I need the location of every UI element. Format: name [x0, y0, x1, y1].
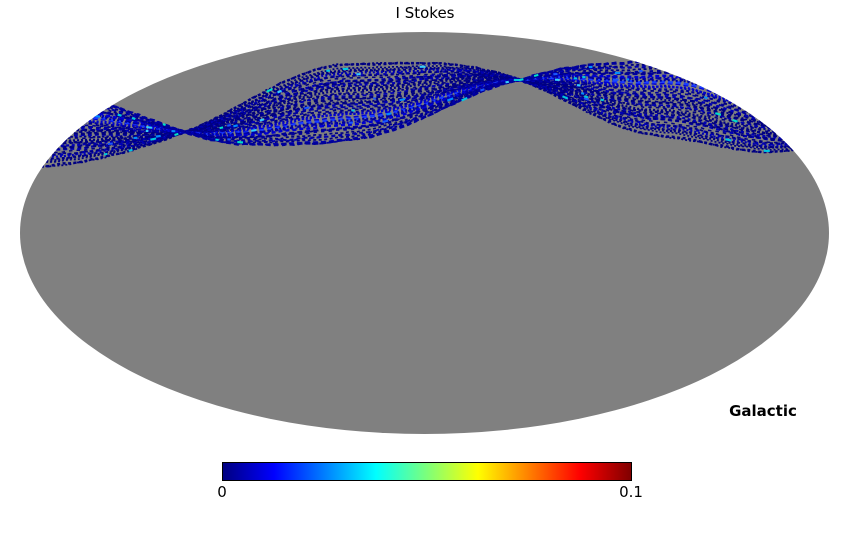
colorbar-gradient — [222, 462, 632, 481]
coordinate-system-label: Galactic — [729, 402, 797, 420]
plot-title: I Stokes — [395, 4, 455, 22]
colorbar-max-tick-label: 0.1 — [619, 483, 643, 501]
colorbar-min-tick-label: 0 — [217, 483, 227, 501]
